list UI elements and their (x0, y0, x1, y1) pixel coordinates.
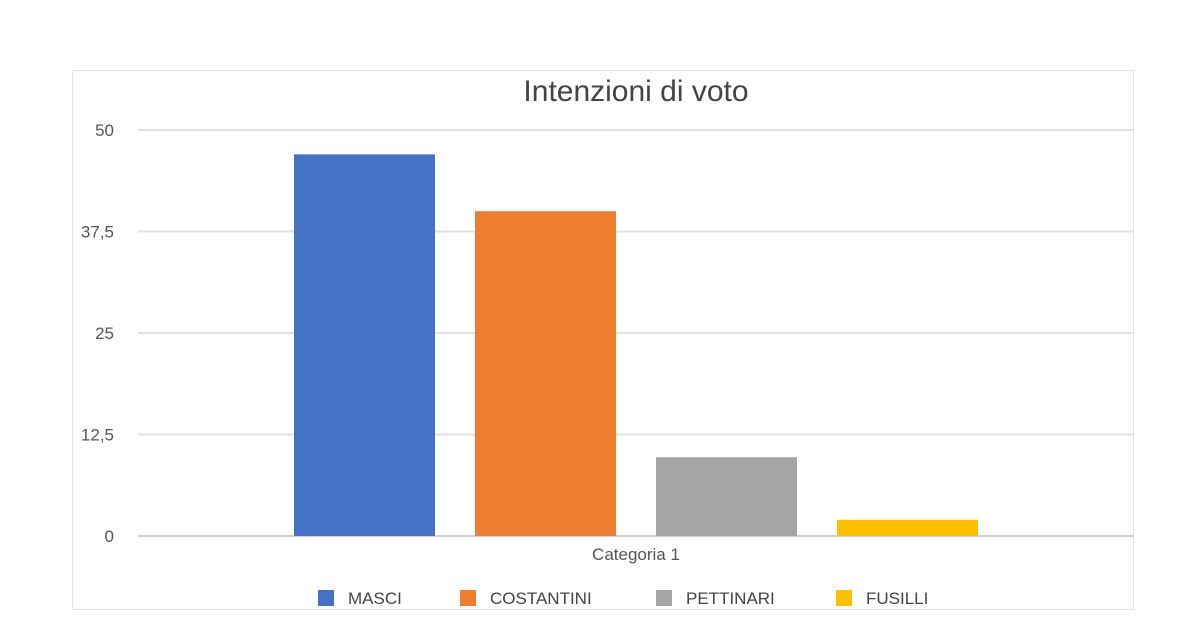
legend-label-costantini: COSTANTINI (490, 589, 592, 608)
legend-swatch-pettinari (656, 590, 672, 606)
chart-title: Intenzioni di voto (523, 75, 748, 108)
legend-label-masci: MASCI (348, 589, 402, 608)
legend-swatch-fusilli (836, 590, 852, 606)
gridlines (138, 129, 1134, 537)
bars (294, 154, 978, 537)
y-tick-label: 50 (95, 121, 114, 140)
legend-swatch-masci (318, 590, 334, 606)
legend-label-pettinari: PETTINARI (686, 589, 775, 608)
y-tick-label: 12,5 (81, 426, 114, 445)
category-label: Categoria 1 (592, 545, 680, 564)
legend-swatch-costantini (460, 590, 476, 606)
y-axis-ticks: 0 12,5 25 37,5 50 (81, 121, 114, 546)
legend-label-fusilli: FUSILLI (866, 589, 928, 608)
bar-costantini (475, 211, 616, 536)
bar-fusilli (837, 519, 978, 536)
y-tick-label: 0 (105, 527, 114, 546)
bar-masci (294, 154, 435, 537)
y-tick-label: 25 (95, 324, 114, 343)
y-tick-label: 37,5 (81, 223, 114, 242)
bar-pettinari (656, 457, 797, 536)
legend: MASCI COSTANTINI PETTINARI FUSILLI (318, 589, 928, 608)
